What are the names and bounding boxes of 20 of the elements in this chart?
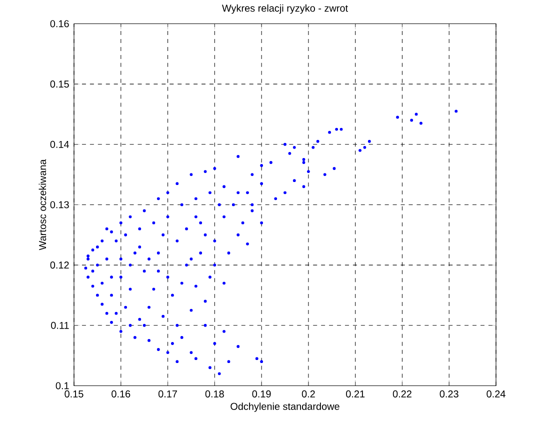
x-tick-label: 0.17	[158, 390, 177, 398]
x-tick-label: 0.2	[302, 390, 315, 398]
x-tick-label: 0.15	[64, 390, 84, 398]
x-tick-label: 0.24	[486, 390, 506, 398]
y-tick-label: 0.13	[50, 201, 69, 208]
x-tick-label: 0.16	[112, 390, 130, 398]
x-tick-label: 0.21	[346, 390, 365, 398]
x-axis-title: Odchylenie standardowe	[230, 402, 340, 412]
y-tick-label: 0.15	[50, 80, 69, 88]
x-tick-label: 0.23	[440, 390, 458, 398]
y-tick-label: 0.14	[50, 140, 70, 148]
chart-title: Wykres relacji ryzyko - zwrot	[222, 4, 348, 14]
y-tick-label: 0.11	[51, 322, 69, 330]
y-axis-title: Wartosc oczekiwana	[38, 159, 46, 250]
y-tick-label: 0.16	[50, 20, 69, 28]
x-tick-label: 0.18	[205, 390, 224, 398]
y-tick-label: 0.1	[56, 382, 69, 390]
y-tick-label: 0.12	[50, 262, 69, 269]
x-tick-label: 0.19	[252, 390, 271, 398]
x-tick-label: 0.22	[392, 390, 412, 398]
